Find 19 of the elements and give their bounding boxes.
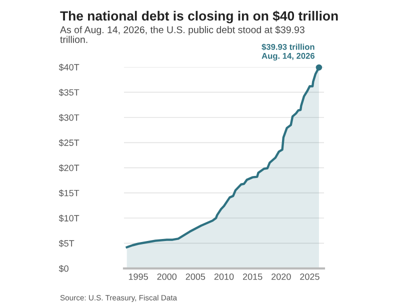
x-tick-label: 2015 <box>242 274 262 280</box>
y-tick-label: $5T <box>58 240 74 248</box>
y-tick-label: $0 <box>58 264 68 272</box>
x-tick-label: 2010 <box>214 274 234 280</box>
y-tick-label: $20T <box>58 164 80 172</box>
x-tick-label: 1995 <box>128 274 148 280</box>
y-tick-label: $30T <box>58 114 80 122</box>
y-tick-label: $25T <box>58 139 80 146</box>
annotation: $39.93 trillion Aug. 14, 2026 <box>262 44 315 61</box>
x-tick-label: 2025 <box>300 274 320 280</box>
chart-subtitle: As of Aug. 14, 2026, the U.S. public debt stood at $39.93 trillion. <box>60 26 304 43</box>
y-tick-label: $35T <box>58 88 80 96</box>
y-tick-label: $40T <box>58 64 80 71</box>
y-tick-label: $15T <box>58 190 80 197</box>
y-tick-label: $10T <box>58 214 80 222</box>
x-tick-label: 2005 <box>186 274 206 280</box>
x-tick-label: 2020 <box>272 274 291 280</box>
x-tick-label: 2000 <box>157 274 177 280</box>
chart-title: The national debt is closing in on $40 trillion <box>60 10 338 24</box>
